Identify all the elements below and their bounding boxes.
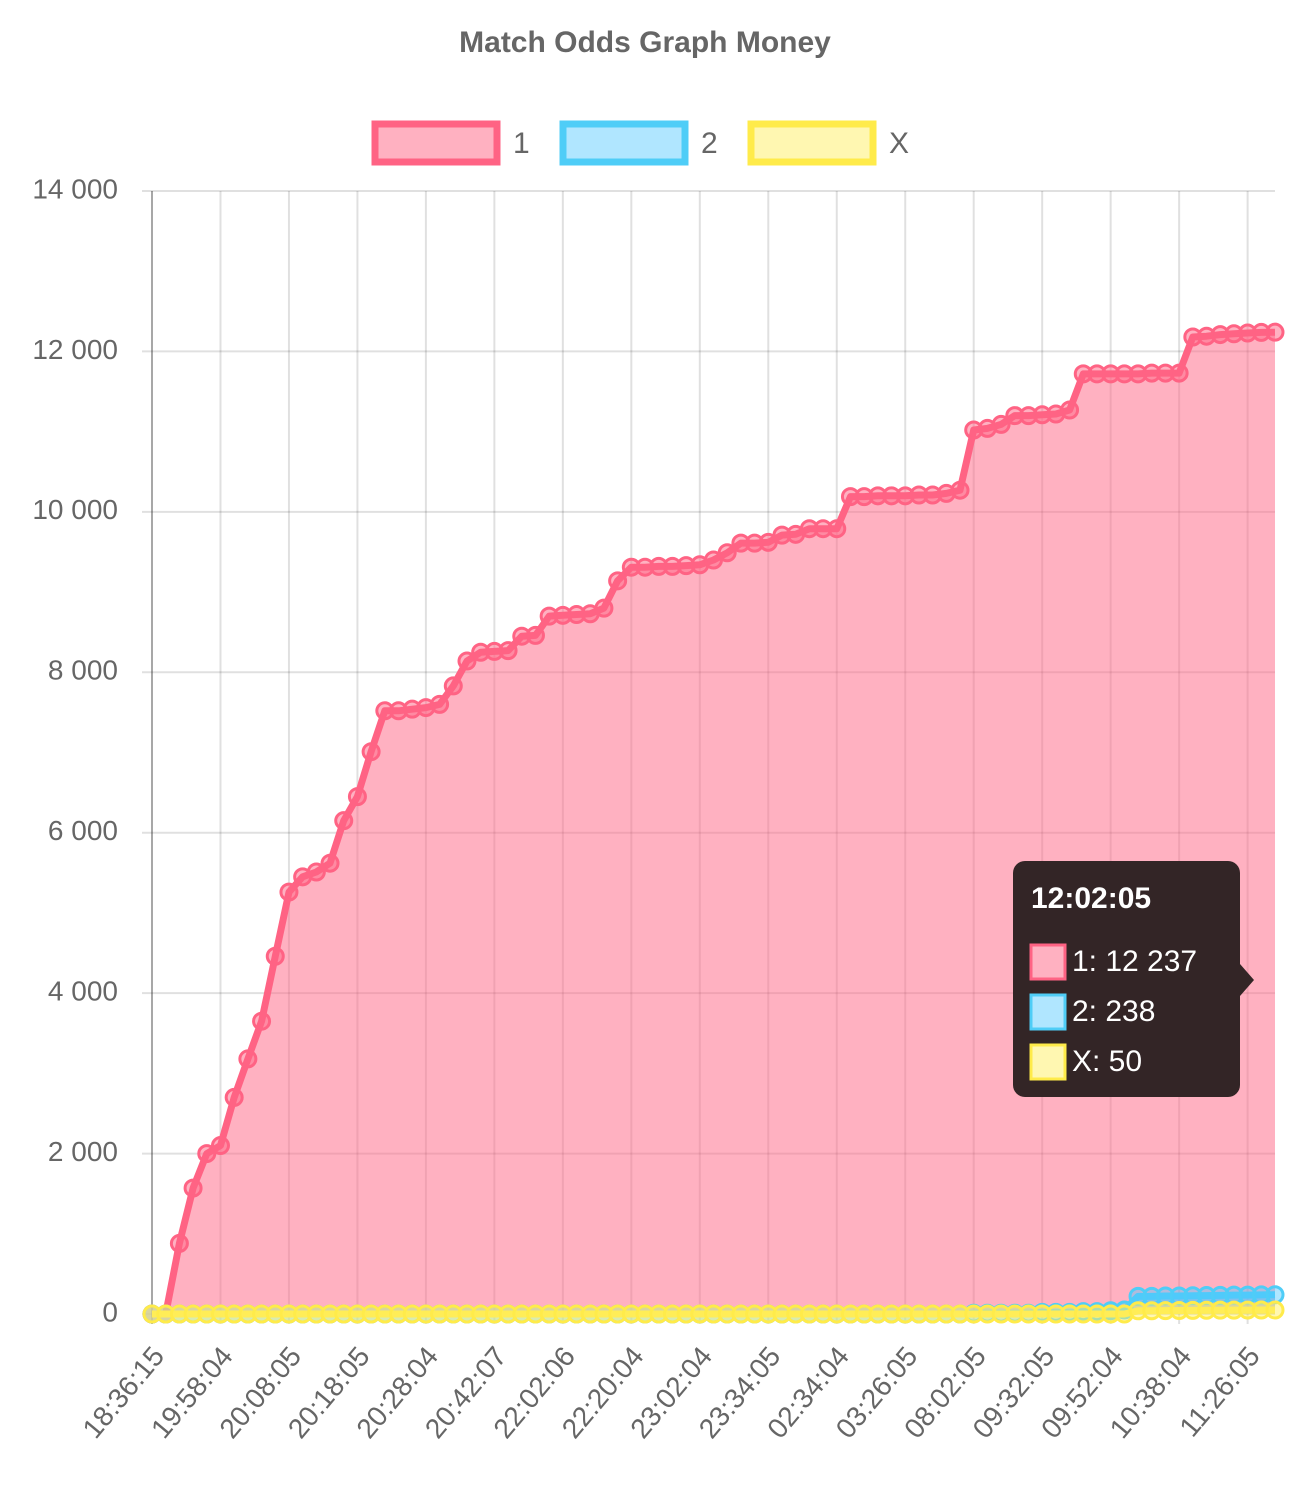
point — [361, 742, 381, 762]
point — [717, 543, 737, 563]
y-tick-label: 10 000 — [32, 494, 118, 525]
chart-title: Match Odds Graph Money — [459, 26, 831, 59]
tooltip-arrow — [1240, 964, 1254, 996]
tooltip-title: 12:02:05 — [1031, 882, 1151, 915]
tooltip-item: X: 50 — [1072, 1045, 1142, 1078]
point — [347, 787, 367, 807]
y-tick-label: 2 000 — [48, 1136, 118, 1167]
legend-label: 1 — [513, 127, 530, 160]
point — [498, 641, 518, 661]
point — [525, 625, 545, 645]
y-tick-label: 14 000 — [32, 173, 118, 204]
y-tick-label: 8 000 — [48, 655, 118, 686]
tooltip-swatch — [1029, 993, 1067, 1031]
point — [1265, 1285, 1285, 1305]
point — [306, 862, 326, 882]
legend-swatch — [371, 120, 501, 166]
tooltip-swatch — [1029, 1043, 1067, 1081]
legend-swatch — [747, 120, 877, 166]
y-tick-label: 0 — [102, 1296, 118, 1327]
area — [152, 332, 1275, 1314]
point — [827, 519, 847, 539]
point — [1265, 322, 1285, 342]
point — [430, 694, 450, 714]
y-tick-label: 12 000 — [32, 334, 118, 365]
legend: 1 2 X — [371, 120, 909, 166]
point — [320, 853, 340, 873]
legend-label: 2 — [701, 127, 718, 160]
y-tick-label: 4 000 — [48, 976, 118, 1007]
point — [334, 811, 354, 831]
point — [197, 1144, 217, 1164]
y-tick-label: 6 000 — [48, 815, 118, 846]
point — [169, 1233, 189, 1253]
point — [279, 882, 299, 902]
point — [224, 1087, 244, 1107]
point — [443, 676, 463, 696]
point — [991, 414, 1011, 434]
legend-label: X — [889, 127, 909, 160]
tooltip: 12:02:05 1: 12 237 2: 238 X: 50 — [1013, 861, 1254, 1097]
point — [210, 1136, 230, 1156]
legend-swatch — [559, 120, 689, 166]
tooltip-box — [1013, 861, 1240, 1097]
tooltip-item: 2: 238 — [1072, 995, 1155, 1028]
point — [1169, 363, 1189, 383]
tooltip-swatch — [1031, 995, 1065, 1029]
tooltip-item: 1: 12 237 — [1072, 945, 1197, 978]
point — [457, 651, 477, 671]
point — [950, 480, 970, 500]
tooltip-swatch — [1029, 943, 1067, 981]
point — [594, 598, 614, 618]
point — [1060, 400, 1080, 420]
point — [238, 1049, 258, 1069]
point — [265, 946, 285, 966]
point — [183, 1178, 203, 1198]
point — [1265, 1300, 1285, 1320]
point — [252, 1011, 272, 1031]
point — [608, 571, 628, 591]
plot — [142, 322, 1285, 1324]
